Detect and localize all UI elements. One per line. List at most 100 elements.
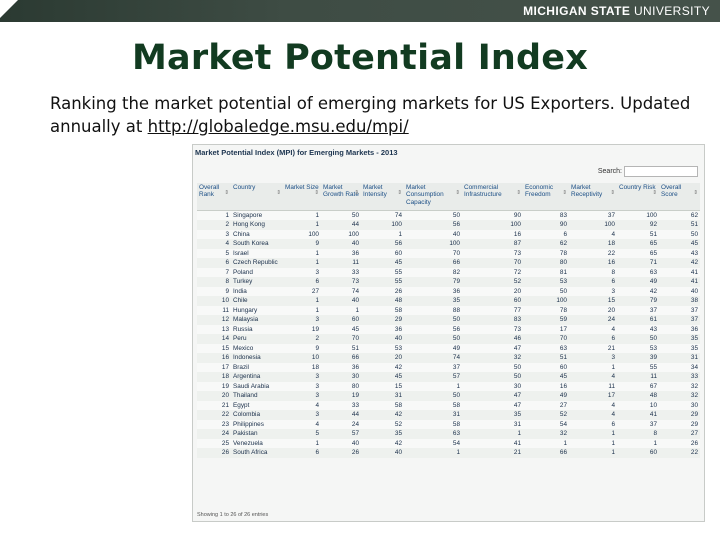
- value-cell: 35: [659, 334, 700, 344]
- value-cell: 79: [617, 296, 659, 306]
- value-cell: 1: [283, 438, 321, 448]
- sort-icon[interactable]: ⇕: [562, 190, 567, 196]
- value-cell: 4: [569, 372, 617, 382]
- table-title: Market Potential Index (MPI) for Emergin…: [195, 148, 398, 157]
- value-cell: 31: [659, 353, 700, 363]
- value-cell: 23: [197, 419, 231, 429]
- value-cell: 11: [569, 381, 617, 391]
- value-cell: 73: [321, 277, 361, 287]
- column-header-label: Overall Score: [661, 184, 682, 199]
- value-cell: 36: [659, 324, 700, 334]
- value-cell: 66: [523, 448, 569, 458]
- value-cell: 53: [617, 343, 659, 353]
- value-cell: 2: [197, 220, 231, 230]
- value-cell: 17: [569, 391, 617, 401]
- table-row: 12 Malaysia 3 60 29 50 83 59 24 61 37: [197, 315, 700, 325]
- table-row: 22 Colombia 3 44 42 31 35 52 4 41 29: [197, 410, 700, 420]
- search-input[interactable]: [624, 166, 698, 177]
- value-cell: 32: [659, 381, 700, 391]
- value-cell: 24: [321, 419, 361, 429]
- sort-icon[interactable]: ⇕: [693, 190, 698, 196]
- sort-icon[interactable]: ⇕: [610, 190, 615, 196]
- value-cell: 43: [659, 248, 700, 258]
- value-cell: 53: [523, 277, 569, 287]
- column-header[interactable]: Overall Rank ⇕: [197, 183, 231, 211]
- country-cell: Argentina: [231, 372, 283, 382]
- column-header[interactable]: Commercial Infrastructure ⇕: [462, 183, 523, 211]
- sort-icon[interactable]: ⇕: [276, 190, 281, 196]
- value-cell: 20: [197, 391, 231, 401]
- value-cell: 4: [197, 239, 231, 249]
- value-cell: 70: [404, 248, 462, 258]
- value-cell: 3: [283, 315, 321, 325]
- country-cell: Russia: [231, 324, 283, 334]
- value-cell: 58: [361, 400, 404, 410]
- value-cell: 46: [462, 334, 523, 344]
- value-cell: 20: [361, 353, 404, 363]
- value-cell: 40: [659, 286, 700, 296]
- value-cell: 15: [197, 343, 231, 353]
- column-header[interactable]: Economic Freedom ⇕: [523, 183, 569, 211]
- sort-icon[interactable]: ⇕: [354, 190, 359, 196]
- sort-icon[interactable]: ⇕: [516, 190, 521, 196]
- value-cell: 65: [617, 239, 659, 249]
- value-cell: 35: [404, 296, 462, 306]
- value-cell: 80: [321, 381, 361, 391]
- value-cell: 72: [462, 267, 523, 277]
- value-cell: 13: [197, 324, 231, 334]
- column-header-label: Market Size: [285, 184, 319, 191]
- value-cell: 35: [462, 410, 523, 420]
- table-row: 7 Poland 3 33 55 82 72 81 8 63 41: [197, 267, 700, 277]
- column-header[interactable]: Overall Score ⇕: [659, 183, 700, 211]
- value-cell: 11: [321, 258, 361, 268]
- column-header[interactable]: Market Size ⇕: [283, 183, 321, 211]
- value-cell: 42: [617, 286, 659, 296]
- column-header[interactable]: Market Intensity ⇕: [361, 183, 404, 211]
- value-cell: 6: [569, 334, 617, 344]
- value-cell: 49: [617, 277, 659, 287]
- sort-icon[interactable]: ⇕: [397, 190, 402, 196]
- column-header[interactable]: Market Growth Rate ⇕: [321, 183, 361, 211]
- mpi-link[interactable]: http://globaledge.msu.edu/mpi/: [147, 117, 409, 136]
- sort-icon[interactable]: ⇕: [652, 190, 657, 196]
- value-cell: 1: [283, 248, 321, 258]
- column-header[interactable]: Country Risk ⇕: [617, 183, 659, 211]
- value-cell: 1: [617, 438, 659, 448]
- value-cell: 27: [659, 429, 700, 439]
- value-cell: 3: [569, 353, 617, 363]
- value-cell: 18: [283, 362, 321, 372]
- value-cell: 50: [404, 315, 462, 325]
- value-cell: 79: [404, 277, 462, 287]
- sort-icon[interactable]: ⇕: [224, 190, 229, 196]
- table-row: 24 Pakistan 5 57 35 63 1 32 1 8 27: [197, 429, 700, 439]
- column-header[interactable]: Country ⇕: [231, 183, 283, 211]
- value-cell: 50: [404, 391, 462, 401]
- value-cell: 63: [617, 267, 659, 277]
- table-body: 1 Singapore 1 50 74 50 90 83 37 100 62 2 Hong Kong 1 4…: [197, 210, 700, 458]
- column-header[interactable]: Market Receptivity ⇕: [569, 183, 617, 211]
- value-cell: 6: [569, 277, 617, 287]
- value-cell: 1: [569, 448, 617, 458]
- value-cell: 29: [659, 410, 700, 420]
- value-cell: 31: [361, 391, 404, 401]
- sort-icon[interactable]: ⇕: [314, 190, 319, 196]
- column-header-label: Overall Rank: [199, 184, 220, 199]
- mpi-table-screenshot: Market Potential Index (MPI) for Emergin…: [192, 144, 705, 522]
- value-cell: 50: [404, 334, 462, 344]
- value-cell: 100: [321, 229, 361, 239]
- value-cell: 17: [197, 362, 231, 372]
- sort-icon[interactable]: ⇕: [455, 190, 460, 196]
- country-cell: Venezuela: [231, 438, 283, 448]
- value-cell: 4: [569, 229, 617, 239]
- value-cell: 47: [462, 343, 523, 353]
- value-cell: 39: [617, 353, 659, 363]
- value-cell: 31: [404, 410, 462, 420]
- value-cell: 50: [462, 362, 523, 372]
- value-cell: 41: [659, 277, 700, 287]
- value-cell: 3: [283, 391, 321, 401]
- value-cell: 45: [659, 239, 700, 249]
- table-header-row: Overall Rank ⇕ Country ⇕ Market Size ⇕ Market …: [197, 183, 700, 211]
- column-header[interactable]: Market Consumption Capacity ⇕: [404, 183, 462, 211]
- value-cell: 26: [659, 438, 700, 448]
- table-row: 10 Chile 1 40 48 35 60 100 15 79 38: [197, 296, 700, 306]
